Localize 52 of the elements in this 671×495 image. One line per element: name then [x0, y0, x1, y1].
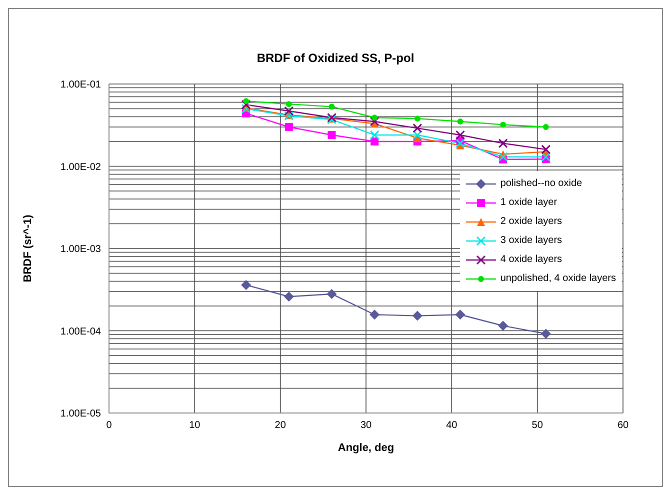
legend-label: unpolished, 4 oxide layers [500, 272, 616, 286]
y-tick-label: 1.00E-04 [60, 326, 102, 338]
y-tick-label: 1.00E-03 [60, 244, 102, 256]
point [455, 310, 466, 320]
point [241, 280, 252, 290]
point [370, 116, 380, 126]
x-tick-label: 40 [446, 420, 458, 432]
point [284, 292, 294, 302]
legend-label: 3 oxide layers [500, 234, 562, 248]
point [541, 144, 551, 154]
y-axis-title: BRDF (sr^-1) [22, 214, 34, 282]
point [540, 328, 551, 339]
point [328, 104, 335, 110]
point [414, 116, 420, 122]
y-tick-label: 1.00E-02 [60, 162, 102, 173]
point [284, 123, 293, 132]
y-tick-label: 1.00E-01 [60, 80, 102, 91]
point [541, 152, 551, 162]
point [328, 130, 336, 139]
legend-label: 2 oxide layers [500, 215, 562, 229]
point [370, 130, 380, 140]
point [370, 310, 380, 320]
point [498, 152, 508, 162]
point [243, 98, 250, 104]
point [241, 100, 251, 110]
point [412, 310, 422, 321]
chart-title: BRDF of Oxidized SS, P-pol [256, 51, 416, 65]
point [412, 123, 422, 133]
x-tick-label: 60 [617, 420, 629, 432]
point [286, 101, 292, 108]
point [372, 114, 378, 121]
point [498, 138, 508, 148]
x-tick-label: 30 [360, 420, 372, 432]
x-tick-label: 50 [532, 420, 544, 432]
legend-label: polished--no oxide [500, 177, 582, 191]
x-tick-label: 20 [274, 420, 286, 432]
point [370, 137, 379, 146]
point [412, 130, 422, 140]
point [284, 106, 294, 116]
legend-label: 1 oxide layer [500, 196, 558, 210]
point [498, 320, 508, 331]
point [500, 122, 506, 128]
x-axis-title: Angle, deg [338, 442, 394, 454]
point [326, 288, 337, 299]
x-tick-label: 10 [189, 420, 201, 432]
x-tick-label: 0 [106, 420, 112, 432]
point [455, 130, 465, 140]
point [455, 138, 465, 148]
point [542, 124, 549, 130]
point [457, 118, 464, 124]
legend-label: 4 oxide layers [500, 253, 562, 267]
y-tick-label: 1.00E-05 [60, 408, 102, 420]
